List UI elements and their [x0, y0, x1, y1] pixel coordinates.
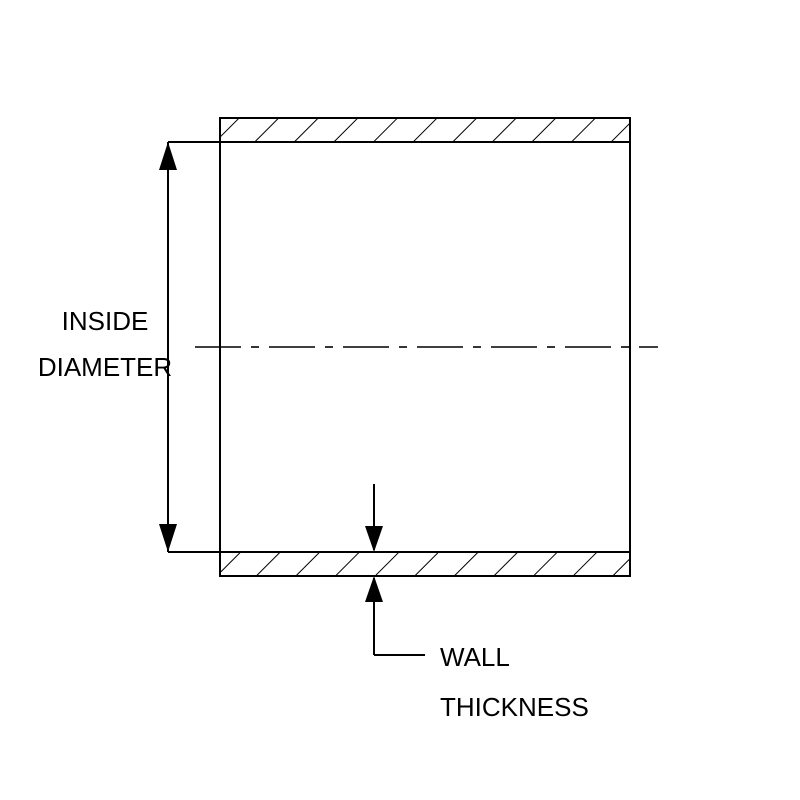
label-diameter: DIAMETER [38, 352, 172, 382]
label-wall: WALL [440, 642, 510, 672]
wall-bottom [220, 552, 630, 576]
wall-top [220, 118, 630, 142]
engineering-drawing: INSIDE DIAMETER WALL THICKNESS [0, 0, 800, 800]
label-thickness: THICKNESS [440, 692, 589, 722]
dim-inside-diameter: INSIDE DIAMETER [38, 142, 220, 552]
dim-wall-thickness: WALL THICKNESS [365, 484, 589, 722]
label-inside: INSIDE [62, 306, 149, 336]
